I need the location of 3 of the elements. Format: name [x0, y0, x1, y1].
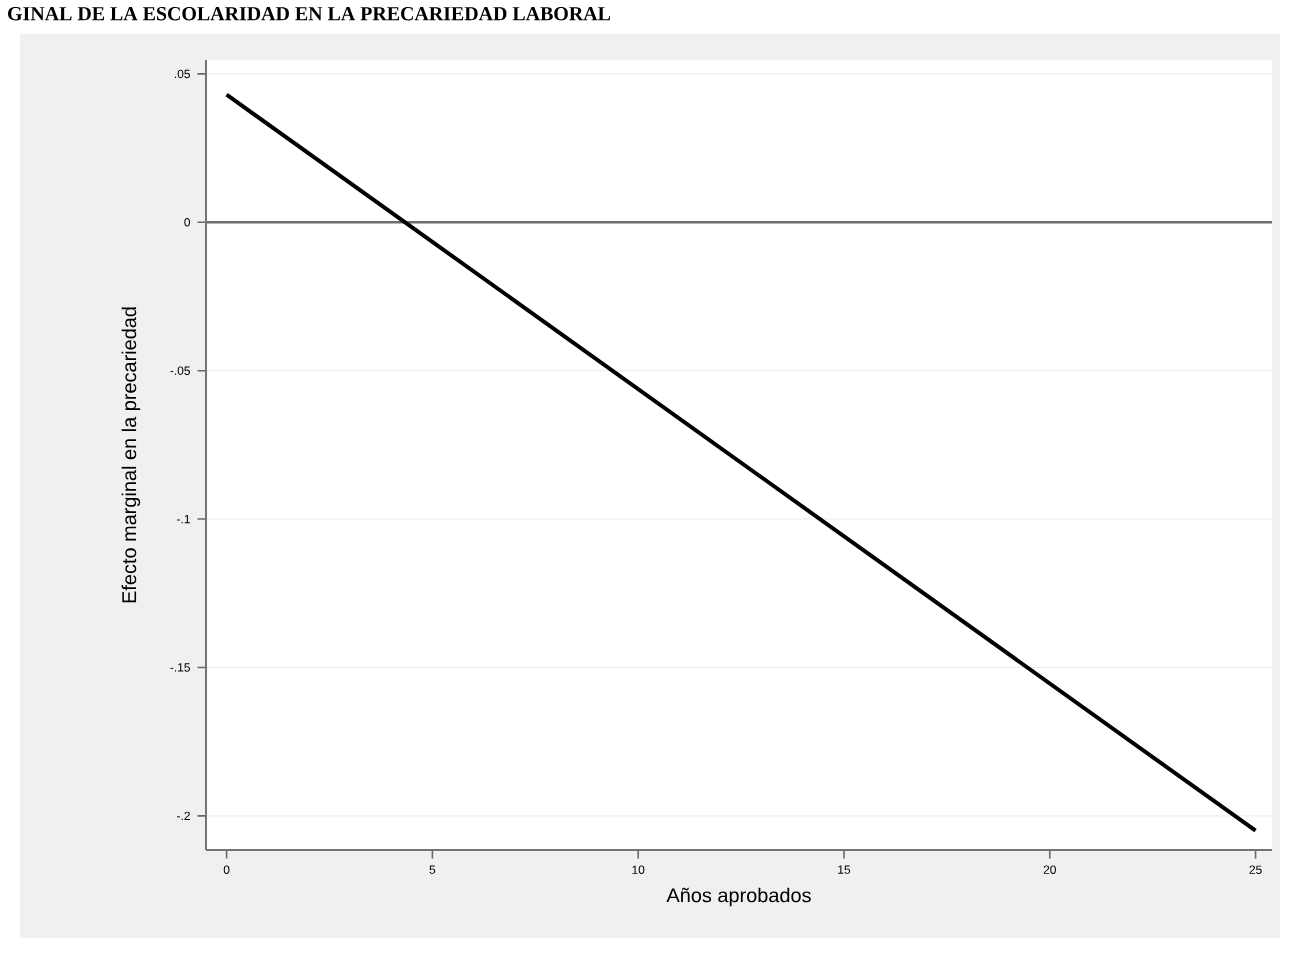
y-axis-title: Efecto marginal en la precariedad	[121, 307, 141, 603]
chart-title: GINAL DE LA ESCOLARIDAD EN LA PRECARIEDAD LABORAL	[8, 7, 611, 21]
x-axis-title: Años aprobados	[666, 887, 811, 907]
